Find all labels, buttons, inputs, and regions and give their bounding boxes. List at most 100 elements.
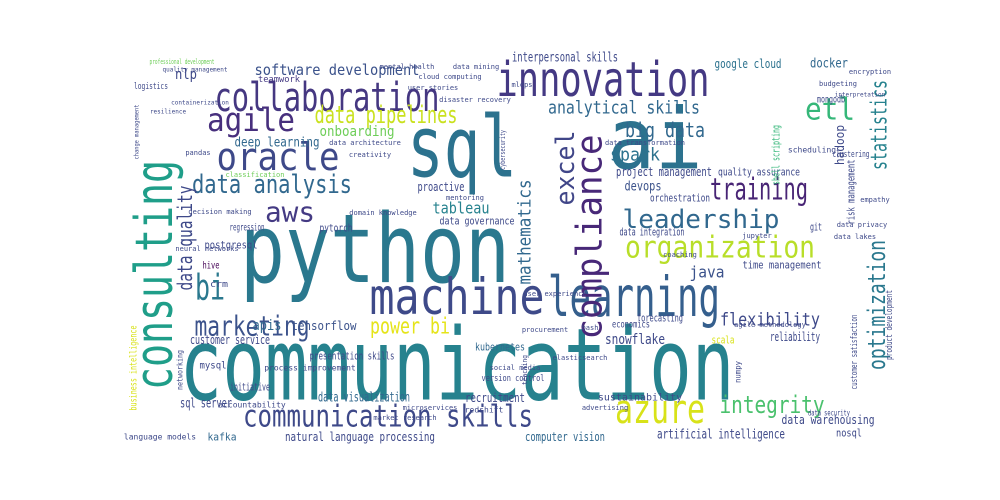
word: mathematics — [515, 180, 536, 285]
word: version control — [482, 374, 545, 384]
word: microservices — [403, 404, 458, 412]
word: pytorch — [320, 222, 353, 235]
word: initiative — [230, 381, 270, 394]
word: software development — [255, 61, 420, 79]
word: economics — [612, 320, 650, 331]
word: logistics — [134, 82, 168, 92]
word: consulting — [125, 160, 185, 390]
word: flexibility — [720, 310, 820, 331]
word: numpy — [734, 361, 743, 383]
word: neural networks — [175, 245, 238, 253]
word: reliability — [770, 330, 820, 344]
word: proactive — [418, 180, 465, 194]
word: data warehousing — [782, 413, 875, 427]
word: deep learning — [235, 136, 320, 151]
word: data analysis — [192, 170, 352, 200]
word: apis — [253, 318, 282, 334]
word: elasticsearch — [553, 354, 608, 362]
word: etl — [805, 93, 855, 128]
word: tensorflow — [292, 319, 358, 333]
word: quality assurance — [718, 166, 800, 179]
word: agile — [207, 101, 295, 139]
word: interpersonal skills — [512, 51, 618, 66]
word: recruitment — [465, 391, 525, 405]
word: compliance — [570, 135, 611, 340]
word: data security — [808, 409, 850, 418]
word: communication skills — [243, 400, 533, 435]
word: customer satisfaction — [850, 315, 860, 390]
word: leadership — [623, 205, 780, 235]
word: user experience — [523, 290, 586, 298]
word: time management — [743, 259, 822, 272]
word: python — [240, 195, 510, 305]
word: presentation skills — [310, 350, 395, 363]
word: process improvement — [264, 364, 356, 373]
word: statistics — [868, 80, 893, 170]
word: data lakes — [834, 233, 876, 241]
word: learning — [548, 265, 720, 329]
word: professional development — [150, 58, 215, 66]
word: classification — [225, 171, 284, 179]
word: interpretation — [835, 92, 886, 99]
word: mentoring — [446, 194, 484, 202]
word: language models — [124, 433, 196, 442]
word: data governance — [440, 215, 515, 228]
word: resilience — [150, 109, 187, 116]
word: docker — [810, 57, 848, 72]
word: azure — [615, 387, 705, 433]
word: artificial intelligence — [657, 428, 785, 443]
word: budgeting — [819, 80, 857, 88]
word: mlops — [511, 81, 532, 89]
word: networking — [176, 350, 185, 390]
word: orchestration — [650, 192, 710, 205]
word: regression — [230, 223, 265, 234]
word: nlp — [175, 67, 197, 83]
word: computer vision — [525, 430, 605, 444]
word: data quality — [173, 186, 197, 291]
word: big data — [625, 118, 705, 142]
word: nosql — [836, 427, 862, 440]
word: mental health — [380, 63, 435, 71]
word: sql server — [180, 397, 232, 412]
word: hadoop — [833, 125, 847, 165]
word: procurement — [522, 326, 568, 334]
word: clustering — [833, 150, 870, 160]
word: redshift — [465, 406, 504, 415]
word: decision making — [188, 208, 251, 216]
word: git — [810, 221, 822, 234]
word: collaboration — [215, 75, 440, 121]
word: excel — [551, 131, 581, 206]
word: oracle — [217, 135, 340, 179]
word: data mining — [453, 63, 499, 71]
word: java — [690, 263, 725, 282]
word: tableau — [433, 199, 490, 218]
word: advertising — [582, 404, 628, 412]
word: coaching — [663, 251, 697, 259]
word: quality management — [162, 67, 227, 74]
word: spark — [610, 145, 660, 166]
word: disaster recovery — [439, 96, 511, 104]
word: ai — [608, 91, 703, 190]
word: agile methodology — [734, 321, 806, 329]
word: risk management — [845, 160, 858, 225]
word: kubernetes — [475, 341, 525, 354]
word: training — [710, 173, 808, 208]
word: natural language processing — [285, 430, 435, 444]
word: crm — [210, 280, 228, 290]
word: data visualization — [318, 391, 410, 406]
word: change management — [134, 104, 141, 159]
word: analytical skills — [548, 98, 700, 119]
word: teaching — [521, 355, 529, 385]
word: snowflake — [605, 332, 665, 348]
word: customer service — [190, 333, 270, 347]
word: scala — [712, 334, 735, 347]
word: project management — [616, 165, 712, 179]
word: cloud computing — [418, 73, 481, 81]
word: hive — [203, 261, 220, 272]
word: kafka — [208, 431, 237, 444]
word: containerization — [171, 100, 229, 107]
word: data transformation — [605, 139, 685, 147]
word: mysql — [200, 361, 227, 372]
